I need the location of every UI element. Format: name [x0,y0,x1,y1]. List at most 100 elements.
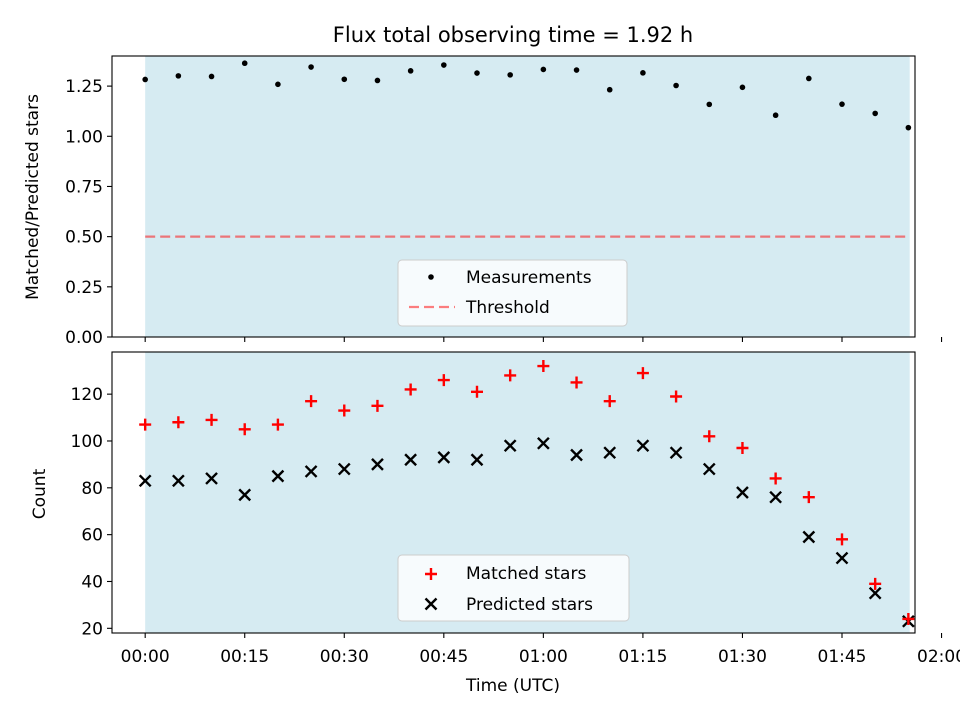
measurement-point [806,75,812,82]
predicted-star-point [437,451,451,464]
matched-star-point [404,383,417,396]
top-y-tick-label: 0.75 [65,177,103,197]
x-tick-label: 00:45 [419,647,468,667]
bottom-y-axis-label: Count [30,468,50,519]
matched-stars-points [139,360,915,625]
predicted-star-point [769,490,782,504]
x-tick-label: 01:15 [618,647,667,667]
matched-star-point [736,442,749,455]
predicted-star-point [172,474,185,488]
bottom-legend: Matched stars Predicted stars [397,554,630,622]
bottom-axes-frame [111,351,916,634]
predicted-star-point [304,465,318,478]
top-y-tick-label: 1.00 [65,127,103,147]
measurement-point [374,77,381,84]
measurement-point [175,73,182,79]
predicted-star-point [669,446,683,460]
legend-predicted-marker [424,597,438,611]
matched-star-point [205,413,218,426]
matched-star-point [836,533,848,546]
predicted-star-point [271,469,285,483]
x-tick-label: 02:00 [917,647,960,667]
matched-star-point [504,369,517,382]
measurement-point [341,76,348,83]
matched-star-point [338,404,351,417]
bottom-y-ticks: 20 40 60 80 100 120 [71,385,112,639]
measurement-point [839,101,845,107]
predicted-star-point [470,453,484,467]
bottom-panel: 20 40 60 80 100 120 00:00 00:15 00:30 00:45 01:00… [30,351,960,696]
predicted-star-point [138,474,152,488]
legend-predicted-label: Predicted stars [466,595,593,615]
matched-star-point [139,418,152,431]
matched-star-point [371,399,384,412]
measurement-point [441,62,447,68]
measurement-point [772,112,779,119]
x-tick-label: 00:15 [220,647,269,667]
top-y-tick-label: 0.00 [65,328,103,348]
measurement-point [474,70,480,76]
measurement-point [208,73,215,80]
matched-star-point [636,367,649,380]
matched-star-point [172,416,185,429]
measurement-point [573,67,580,73]
top-y-ticks: 0.00 0.25 0.50 0.75 1.00 1.25 [65,77,112,348]
predicted-star-point [205,472,218,485]
predicted-star-point [570,448,583,462]
bottom-x-ticks: 00:00 00:15 00:30 00:45 01:00 01:15 01:30 01:45… [121,633,960,667]
measurement-point [872,110,878,117]
bottom-y-tick-label: 120 [71,385,103,405]
predicted-star-point [603,446,617,460]
predicted-star-point [702,462,716,476]
matched-star-point [570,376,583,389]
x-tick-label: 01:30 [718,647,767,667]
matched-star-point [305,395,318,408]
measurement-point [142,76,148,83]
matched-star-point [471,385,483,398]
legend-matched-marker [425,568,437,580]
matched-star-point [703,430,716,443]
matched-star-point [902,612,915,625]
bottom-y-tick-label: 20 [81,619,103,639]
chart-title: Flux total observing time = 1.92 h [333,23,693,47]
measurement-point [407,68,414,74]
matched-star-point [869,577,882,590]
top-y-tick-label: 0.50 [65,228,103,248]
predicted-star-point [404,453,417,467]
legend-threshold-label: Threshold [465,298,550,318]
matched-star-point [670,390,683,403]
measurement-point [606,86,613,93]
bottom-y-tick-label: 100 [71,432,103,452]
legend-measurements-marker [428,274,434,280]
measurement-point [739,84,746,91]
bottom-y-tick-label: 80 [81,479,103,499]
measurement-point [308,64,314,70]
top-legend: Measurements Threshold [397,259,628,327]
measurement-point [905,124,912,131]
measurement-point [540,66,547,73]
x-axis-label: Time (UTC) [465,676,560,696]
bottom-y-tick-label: 60 [81,526,103,546]
x-tick-label: 01:45 [818,647,867,667]
x-tick-label: 00:00 [121,647,170,667]
matched-star-point [537,360,550,373]
predicted-star-point [503,439,517,453]
predicted-star-point [868,586,882,600]
x-tick-label: 01:00 [519,647,568,667]
predicted-star-point [337,462,351,476]
top-y-tick-label: 1.25 [65,77,103,97]
legend-matched-label: Matched stars [466,564,586,584]
bottom-legend-box [397,554,630,622]
predicted-star-point [238,488,252,502]
measurements-points [142,60,912,131]
measurement-point [507,72,513,78]
predicted-star-point [736,486,749,499]
measurement-point [241,60,248,67]
matched-star-point [271,418,284,431]
top-y-tick-label: 0.25 [65,278,103,298]
matched-star-point [238,423,251,436]
bottom-y-tick-label: 40 [81,572,103,592]
measurement-point [673,82,679,89]
x-tick-label: 00:30 [320,647,369,667]
